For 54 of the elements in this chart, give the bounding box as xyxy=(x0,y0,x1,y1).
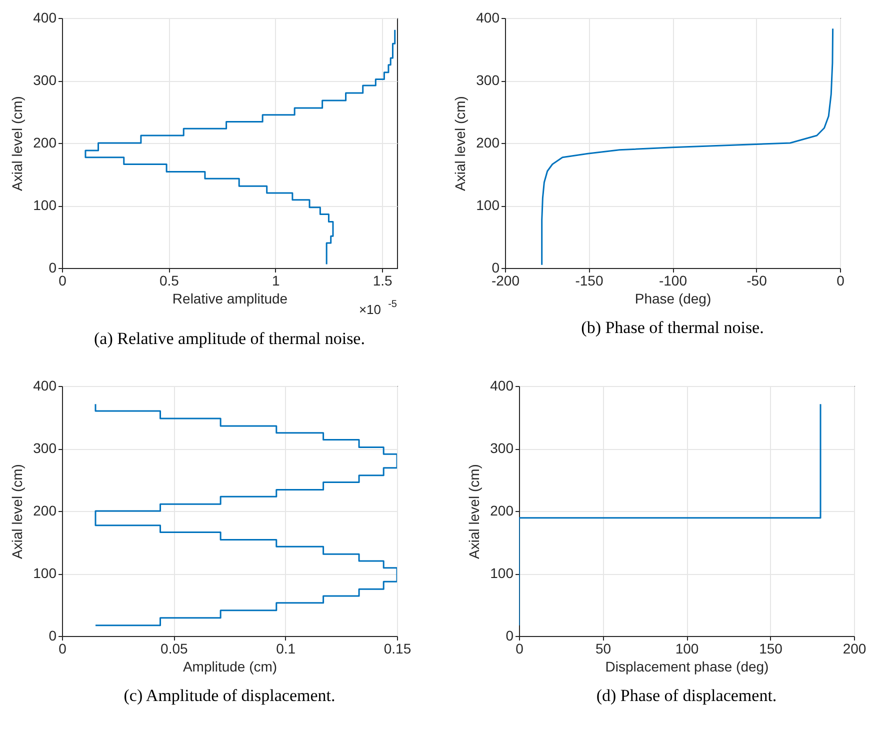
x-tick-label: 100 xyxy=(675,640,699,656)
x-axis-title: Phase (deg) xyxy=(634,290,712,306)
x-tick-label: 1.5 xyxy=(372,272,393,288)
y-tick-label: 100 xyxy=(33,197,57,213)
x-tick-label: 0.5 xyxy=(159,272,180,288)
y-tick-label: 100 xyxy=(33,565,57,581)
x-axis-title: Amplitude (cm) xyxy=(182,658,278,674)
x-tick-label: 0 xyxy=(836,272,845,288)
y-tick-label: 100 xyxy=(476,197,500,213)
y-tick-label: 200 xyxy=(33,134,57,150)
x-tick-label: 0 xyxy=(516,640,524,656)
x-tick-label: 0 xyxy=(58,272,67,288)
x-axis-title: Displacement phase (deg) xyxy=(605,658,769,674)
y-tick-label: 400 xyxy=(476,10,500,26)
text: (d) Phase of displacement. xyxy=(596,686,777,705)
y-tick-label: 100 xyxy=(490,565,514,581)
y-tick-label: 200 xyxy=(490,502,514,518)
y-tick-label: 400 xyxy=(33,10,57,26)
y-axis-title: Axial level (cm) xyxy=(452,96,468,191)
x-tick-label: 0 xyxy=(58,640,67,656)
x-tick-label: -200 xyxy=(491,272,520,288)
x-tick-label: -150 xyxy=(575,272,604,288)
y-tick-label: 200 xyxy=(33,502,57,518)
line-series xyxy=(84,29,396,265)
y-axis-title: Axial level (cm) xyxy=(9,96,26,191)
x-tick-label: 1 xyxy=(272,272,280,288)
y-tick-label: 400 xyxy=(490,378,514,394)
y-tick-label: 0 xyxy=(48,628,57,644)
y-tick-label: 300 xyxy=(476,72,500,88)
y-tick-label: 0 xyxy=(506,628,514,644)
y-tick-label: 300 xyxy=(33,72,57,88)
x-tick-label: 200 xyxy=(842,640,866,656)
y-tick-label: 0 xyxy=(492,260,500,276)
x-tick-label: 0.05 xyxy=(160,640,188,656)
x-tick-label: 50 xyxy=(595,640,612,656)
line-series xyxy=(541,28,834,266)
x-tick-label: 150 xyxy=(759,640,783,656)
y-tick-label: 400 xyxy=(33,378,57,394)
text: (c) Amplitude of displacement. xyxy=(124,686,336,705)
y-tick-label: 0 xyxy=(48,260,57,276)
line-series xyxy=(94,403,397,626)
text: (a) Relative amplitude of thermal noise. xyxy=(94,329,365,348)
x-tick-label: 0.15 xyxy=(384,640,412,656)
y-axis-title: Axial level (cm) xyxy=(9,464,26,559)
x-axis-title: Relative amplitude xyxy=(172,290,288,306)
y-axis-title: Axial level (cm) xyxy=(466,464,482,559)
y-tick-label: 300 xyxy=(33,440,57,456)
y-tick-label: 300 xyxy=(490,440,514,456)
x-tick-label: -100 xyxy=(658,272,688,288)
text: (b) Phase of thermal noise. xyxy=(581,318,764,337)
x-tick-label: 0.1 xyxy=(276,640,296,656)
x-tick-label: -50 xyxy=(746,272,768,288)
y-tick-label: 200 xyxy=(476,134,500,150)
text: ×10-5 xyxy=(358,299,398,317)
